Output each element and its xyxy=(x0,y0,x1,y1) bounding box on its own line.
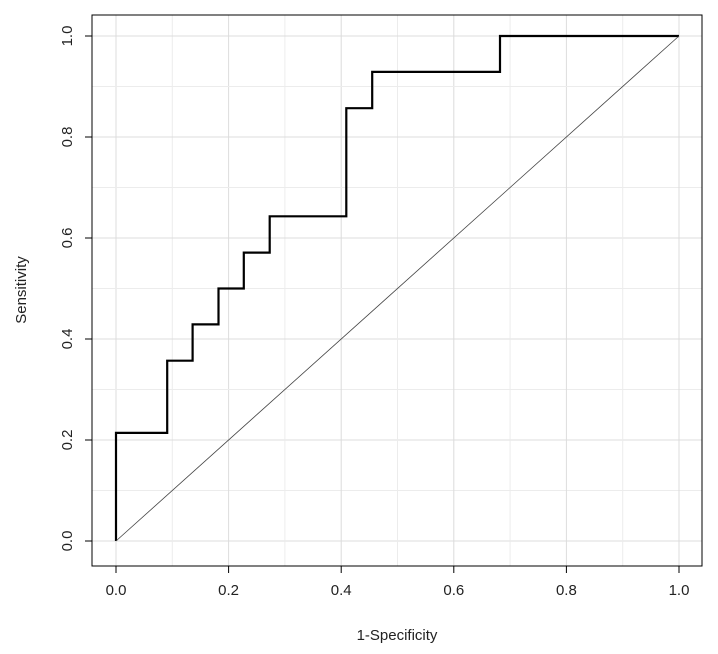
reference-diagonal-line xyxy=(115,35,680,542)
y-axis-title: Sensitivity xyxy=(13,256,30,324)
x-tick-label: 0.8 xyxy=(556,582,577,599)
roc-curve-line xyxy=(114,34,679,541)
y-tick-label: 0.8 xyxy=(59,127,76,148)
x-tick-label: 0.4 xyxy=(331,582,352,599)
y-axis: 0.0 0.2 0.4 0.6 0.8 1.0 xyxy=(59,26,92,552)
x-tick-label: 0.6 xyxy=(443,582,464,599)
x-axis: 0.0 0.2 0.4 0.6 0.8 1.0 xyxy=(106,566,690,599)
plot-border xyxy=(91,14,703,567)
x-tick-label: 1.0 xyxy=(669,582,690,599)
y-tick-label: 1.0 xyxy=(59,26,76,47)
grid xyxy=(92,15,702,566)
x-tick-label: 0.2 xyxy=(218,582,239,599)
series-layer xyxy=(114,34,680,542)
y-tick-label: 0.6 xyxy=(59,228,76,249)
y-tick-label: 0.2 xyxy=(59,430,76,451)
x-axis-title: 1-Specificity xyxy=(357,627,438,644)
y-tick-label: 0.4 xyxy=(59,329,76,350)
x-tick-label: 0.0 xyxy=(106,582,127,599)
y-tick-label: 0.0 xyxy=(59,531,76,552)
